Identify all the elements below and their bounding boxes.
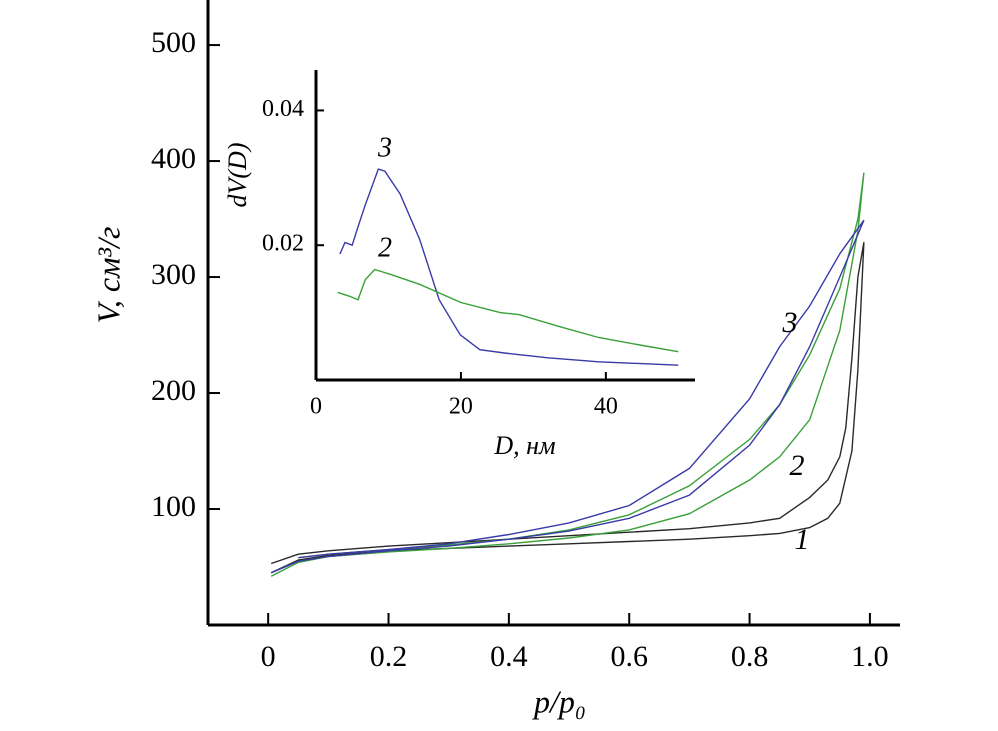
series-label: 3 bbox=[377, 132, 392, 163]
y-axis-label: dV(D) bbox=[223, 143, 252, 208]
series-line bbox=[270, 172, 865, 577]
y-tick-label: 400 bbox=[151, 142, 196, 175]
series-label: 2 bbox=[378, 232, 392, 263]
y-axis-label: V, см³/г bbox=[90, 226, 126, 323]
x-tick-label: 0.6 bbox=[610, 640, 648, 673]
x-tick-label: 0.4 bbox=[490, 640, 528, 673]
y-tick-label: 200 bbox=[151, 374, 196, 407]
series-line bbox=[337, 268, 679, 353]
series-line bbox=[270, 242, 865, 574]
x-axis-label: D, нм bbox=[493, 431, 555, 460]
x-tick-label: 0.8 bbox=[731, 640, 769, 673]
y-tick-label: 300 bbox=[151, 258, 196, 291]
series-label: 3 bbox=[782, 306, 798, 339]
series-label: 1 bbox=[795, 523, 810, 556]
x-tick-label: 0 bbox=[261, 640, 276, 673]
y-tick-label: 0.04 bbox=[262, 96, 304, 122]
y-tick-label: 500 bbox=[151, 26, 196, 59]
series-line bbox=[339, 168, 679, 366]
x-tick-label: 0.2 bbox=[370, 640, 408, 673]
series-label: 2 bbox=[790, 449, 805, 482]
y-tick-label: 0.02 bbox=[262, 231, 304, 257]
x-tick-label: 1.0 bbox=[851, 640, 889, 673]
x-tick-label: 20 bbox=[449, 394, 473, 420]
y-tick-label: 100 bbox=[151, 490, 196, 523]
x-tick-label: 40 bbox=[594, 394, 618, 420]
x-tick-label: 0 bbox=[310, 394, 322, 420]
series-line bbox=[270, 219, 865, 574]
x-axis-label: p/p₀ bbox=[532, 683, 586, 719]
